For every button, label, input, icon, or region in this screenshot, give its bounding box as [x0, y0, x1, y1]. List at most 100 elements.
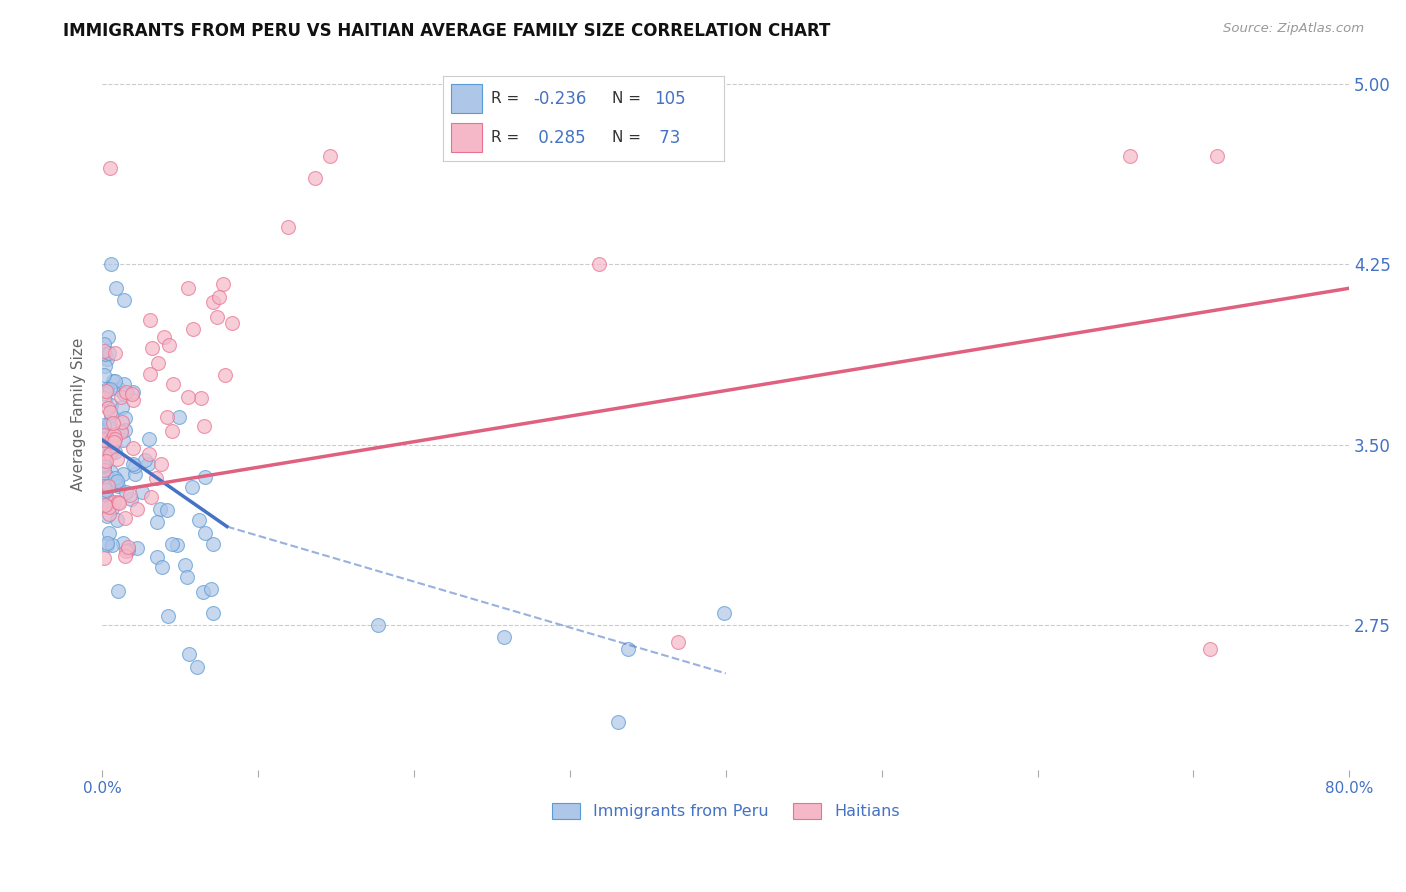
Point — [117, 543, 139, 558]
Point — [177, 281, 200, 295]
Point — [97, 329, 120, 343]
Bar — [451, 123, 482, 152]
Point — [94, 487, 117, 501]
Point — [152, 330, 174, 344]
Point — [304, 170, 326, 185]
Point — [176, 570, 198, 584]
Point — [93, 500, 115, 514]
Point — [112, 536, 135, 550]
Point — [96, 536, 118, 550]
Point — [616, 642, 638, 657]
Point — [115, 544, 138, 558]
Point — [97, 436, 120, 450]
Point — [100, 465, 122, 479]
Point — [94, 498, 117, 512]
Point — [100, 257, 122, 271]
Point — [97, 507, 120, 521]
Point — [112, 433, 135, 447]
Point — [97, 479, 120, 493]
Point — [104, 432, 127, 446]
Point — [105, 451, 128, 466]
Point — [150, 458, 173, 472]
Point — [96, 382, 118, 396]
Point — [93, 368, 115, 383]
Point — [166, 538, 188, 552]
Point — [156, 409, 179, 424]
Point — [193, 419, 215, 434]
Text: N =: N = — [612, 130, 641, 145]
Point — [174, 558, 197, 573]
Text: IMMIGRANTS FROM PERU VS HAITIAN AVERAGE FAMILY SIZE CORRELATION CHART: IMMIGRANTS FROM PERU VS HAITIAN AVERAGE … — [63, 22, 831, 40]
Point — [138, 446, 160, 460]
Point — [202, 537, 225, 551]
Point — [100, 432, 122, 446]
Point — [666, 635, 689, 649]
Point — [93, 457, 115, 471]
Point — [157, 337, 180, 351]
Legend: Immigrants from Peru, Haitians: Immigrants from Peru, Haitians — [546, 797, 907, 826]
Point — [162, 424, 184, 438]
Point — [139, 313, 162, 327]
Point — [107, 583, 129, 598]
Point — [319, 149, 342, 163]
Point — [112, 387, 135, 401]
Point — [139, 490, 162, 504]
Point — [194, 526, 217, 541]
Point — [1119, 149, 1142, 163]
Point — [1198, 642, 1220, 657]
Point — [588, 257, 610, 271]
Point — [93, 485, 115, 500]
Text: N =: N = — [612, 91, 641, 106]
Point — [107, 474, 129, 488]
Point — [105, 281, 128, 295]
Point — [98, 161, 121, 175]
Point — [167, 410, 190, 425]
Point — [100, 399, 122, 413]
Text: Source: ZipAtlas.com: Source: ZipAtlas.com — [1223, 22, 1364, 36]
Point — [94, 424, 117, 438]
Point — [146, 550, 169, 565]
Point — [104, 475, 127, 489]
Point — [93, 463, 115, 477]
Point — [149, 502, 172, 516]
Point — [93, 478, 115, 492]
Point — [145, 470, 167, 484]
Point — [108, 496, 131, 510]
Point — [120, 491, 142, 506]
Point — [179, 647, 201, 661]
Point — [97, 478, 120, 492]
Point — [98, 416, 121, 430]
Point — [97, 401, 120, 415]
Point — [94, 450, 117, 464]
Point — [200, 582, 222, 596]
Point — [100, 447, 122, 461]
Point — [107, 479, 129, 493]
Point — [100, 408, 122, 422]
Point — [94, 467, 117, 482]
Point — [93, 431, 115, 445]
Point — [156, 608, 179, 623]
Y-axis label: Average Family Size: Average Family Size — [72, 338, 86, 491]
Point — [93, 446, 115, 460]
Point — [93, 458, 115, 473]
Point — [114, 423, 136, 437]
Point — [103, 427, 125, 442]
Point — [107, 494, 129, 508]
Point — [103, 495, 125, 509]
Point — [186, 659, 208, 673]
Text: -0.236: -0.236 — [533, 90, 586, 108]
Point — [104, 346, 127, 360]
Point — [103, 434, 125, 449]
Point — [181, 322, 204, 336]
Point — [125, 502, 148, 516]
Point — [93, 424, 115, 438]
Point — [214, 368, 236, 383]
Point — [122, 457, 145, 471]
Point — [93, 458, 115, 473]
Point — [93, 550, 115, 565]
Point — [98, 443, 121, 458]
Point — [136, 457, 159, 471]
Point — [124, 459, 146, 474]
Point — [121, 441, 143, 455]
Point — [104, 471, 127, 485]
